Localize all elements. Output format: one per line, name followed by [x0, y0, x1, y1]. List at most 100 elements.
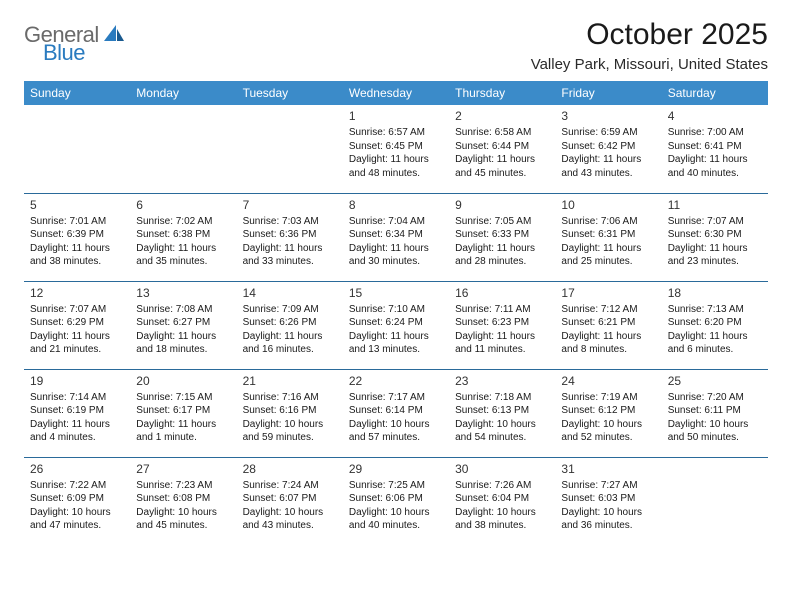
daylight-text: and 48 minutes. [349, 167, 443, 181]
sunrise-text: Sunrise: 7:11 AM [455, 303, 549, 317]
day-number: 28 [243, 461, 337, 477]
daylight-text: Daylight: 11 hours [136, 418, 230, 432]
sunset-text: Sunset: 6:12 PM [561, 404, 655, 418]
brand-logo: General Blue [24, 22, 124, 48]
daylight-text: and 8 minutes. [561, 343, 655, 357]
calendar-day-cell: 16Sunrise: 7:11 AMSunset: 6:23 PMDayligh… [449, 281, 555, 369]
calendar-week-row: 19Sunrise: 7:14 AMSunset: 6:19 PMDayligh… [24, 369, 768, 457]
calendar-day-cell: 21Sunrise: 7:16 AMSunset: 6:16 PMDayligh… [237, 369, 343, 457]
daylight-text: and 45 minutes. [136, 519, 230, 533]
sunset-text: Sunset: 6:29 PM [30, 316, 124, 330]
day-number: 17 [561, 285, 655, 301]
sunset-text: Sunset: 6:17 PM [136, 404, 230, 418]
weekday-header: Wednesday [343, 81, 449, 105]
daylight-text: Daylight: 11 hours [30, 330, 124, 344]
daylight-text: Daylight: 10 hours [561, 506, 655, 520]
sunrise-text: Sunrise: 7:17 AM [349, 391, 443, 405]
calendar-day-cell: 4Sunrise: 7:00 AMSunset: 6:41 PMDaylight… [662, 105, 768, 193]
daylight-text: and 43 minutes. [243, 519, 337, 533]
sunrise-text: Sunrise: 7:27 AM [561, 479, 655, 493]
sunset-text: Sunset: 6:14 PM [349, 404, 443, 418]
daylight-text: Daylight: 11 hours [136, 330, 230, 344]
calendar-empty-cell [237, 105, 343, 193]
daylight-text: Daylight: 11 hours [243, 330, 337, 344]
day-number: 20 [136, 373, 230, 389]
sunset-text: Sunset: 6:24 PM [349, 316, 443, 330]
sunrise-text: Sunrise: 6:57 AM [349, 126, 443, 140]
sunset-text: Sunset: 6:45 PM [349, 140, 443, 154]
daylight-text: Daylight: 10 hours [349, 506, 443, 520]
sunset-text: Sunset: 6:42 PM [561, 140, 655, 154]
calendar-day-cell: 30Sunrise: 7:26 AMSunset: 6:04 PMDayligh… [449, 457, 555, 545]
daylight-text: Daylight: 11 hours [349, 242, 443, 256]
day-number: 18 [668, 285, 762, 301]
daylight-text: and 1 minute. [136, 431, 230, 445]
daylight-text: and 13 minutes. [349, 343, 443, 357]
month-title: October 2025 [531, 18, 768, 52]
daylight-text: and 40 minutes. [668, 167, 762, 181]
calendar-day-cell: 6Sunrise: 7:02 AMSunset: 6:38 PMDaylight… [130, 193, 236, 281]
daylight-text: Daylight: 11 hours [349, 153, 443, 167]
weekday-header: Monday [130, 81, 236, 105]
day-number: 19 [30, 373, 124, 389]
sunrise-text: Sunrise: 7:22 AM [30, 479, 124, 493]
day-number: 8 [349, 197, 443, 213]
day-number: 3 [561, 108, 655, 124]
sunrise-text: Sunrise: 6:58 AM [455, 126, 549, 140]
sunrise-text: Sunrise: 7:25 AM [349, 479, 443, 493]
daylight-text: Daylight: 11 hours [349, 330, 443, 344]
daylight-text: and 16 minutes. [243, 343, 337, 357]
calendar-day-cell: 27Sunrise: 7:23 AMSunset: 6:08 PMDayligh… [130, 457, 236, 545]
sunrise-text: Sunrise: 7:04 AM [349, 215, 443, 229]
calendar-day-cell: 18 Sunrise: 7:13 AMSunset: 6:20 PMDayligh… [662, 281, 768, 369]
daylight-text: and 50 minutes. [668, 431, 762, 445]
weekday-header: Thursday [449, 81, 555, 105]
sunset-text: Sunset: 6:33 PM [455, 228, 549, 242]
daylight-text: and 21 minutes. [30, 343, 124, 357]
calendar-day-cell: 7Sunrise: 7:03 AMSunset: 6:36 PMDaylight… [237, 193, 343, 281]
calendar-day-cell: 12 Sunrise: 7:07 AMSunset: 6:29 PMDayligh… [24, 281, 130, 369]
calendar-day-cell: 28Sunrise: 7:24 AMSunset: 6:07 PMDayligh… [237, 457, 343, 545]
sunrise-text: Sunrise: 7:19 AM [561, 391, 655, 405]
day-number: 7 [243, 197, 337, 213]
daylight-text: and 36 minutes. [561, 519, 655, 533]
daylight-text: Daylight: 11 hours [668, 242, 762, 256]
calendar-day-cell: 19Sunrise: 7:14 AMSunset: 6:19 PMDayligh… [24, 369, 130, 457]
calendar-day-cell: 14Sunrise: 7:09 AMSunset: 6:26 PMDayligh… [237, 281, 343, 369]
calendar-day-cell: 31Sunrise: 7:27 AMSunset: 6:03 PMDayligh… [555, 457, 661, 545]
sunrise-text: Sunrise: 7:05 AM [455, 215, 549, 229]
daylight-text: Daylight: 11 hours [561, 153, 655, 167]
location-subtitle: Valley Park, Missouri, United States [531, 56, 768, 73]
day-number: 12 [30, 285, 124, 301]
title-block: October 2025 Valley Park, Missouri, Unit… [531, 18, 768, 73]
daylight-text: Daylight: 11 hours [455, 242, 549, 256]
calendar-day-cell: 26Sunrise: 7:22 AMSunset: 6:09 PMDayligh… [24, 457, 130, 545]
page-header: General Blue October 2025 Valley Park, M… [24, 18, 768, 73]
daylight-text: and 57 minutes. [349, 431, 443, 445]
calendar-day-cell: 10Sunrise: 7:06 AMSunset: 6:31 PMDayligh… [555, 193, 661, 281]
daylight-text: Daylight: 11 hours [30, 418, 124, 432]
sunset-text: Sunset: 6:20 PM [668, 316, 762, 330]
daylight-text: and 47 minutes. [30, 519, 124, 533]
day-number: 23 [455, 373, 549, 389]
daylight-text: and 33 minutes. [243, 255, 337, 269]
daylight-text: Daylight: 10 hours [455, 506, 549, 520]
sunset-text: Sunset: 6:34 PM [349, 228, 443, 242]
calendar-day-cell: 13Sunrise: 7:08 AMSunset: 6:27 PMDayligh… [130, 281, 236, 369]
sunrise-text: Sunrise: 7:20 AM [668, 391, 762, 405]
sunrise-text: Sunrise: 7:06 AM [561, 215, 655, 229]
sunrise-text: Sunrise: 7:07 AM [30, 303, 124, 317]
sunset-text: Sunset: 6:08 PM [136, 492, 230, 506]
sunrise-text: Sunrise: 7:13 AM [668, 303, 762, 317]
sunrise-text: Sunrise: 7:07 AM [668, 215, 762, 229]
sunrise-text: Sunrise: 7:01 AM [30, 215, 124, 229]
day-number: 15 [349, 285, 443, 301]
daylight-text: and 54 minutes. [455, 431, 549, 445]
sunset-text: Sunset: 6:30 PM [668, 228, 762, 242]
weekday-header: Sunday [24, 81, 130, 105]
daylight-text: Daylight: 11 hours [668, 330, 762, 344]
day-number: 29 [349, 461, 443, 477]
day-number: 2 [455, 108, 549, 124]
calendar-day-cell: 9Sunrise: 7:05 AMSunset: 6:33 PMDaylight… [449, 193, 555, 281]
daylight-text: Daylight: 10 hours [668, 418, 762, 432]
